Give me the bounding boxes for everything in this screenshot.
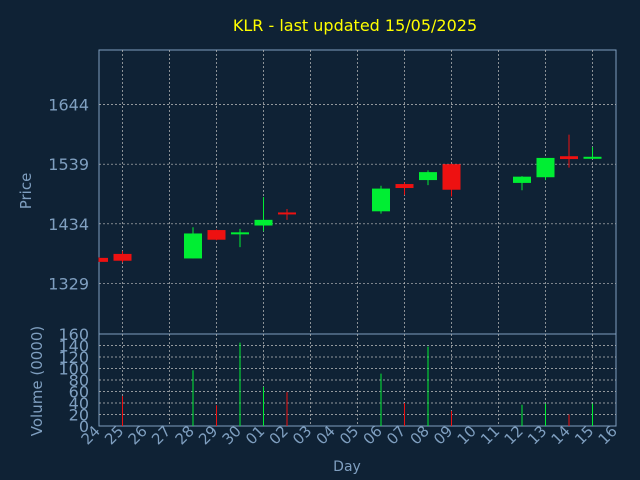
candle [419,170,437,186]
candle-body [113,253,132,261]
candle [231,228,249,248]
candle [207,229,226,241]
candle-body [536,157,555,178]
candle-body [395,184,414,189]
volume-tick-label: 160 [58,325,89,344]
price-axis: 1329 1434 1539 1644 [48,96,89,294]
volume-tick-label: 80 [69,371,89,390]
price-tick-label: 1329 [48,274,89,293]
candle-body [184,233,202,259]
price-tick-label: 1539 [48,155,89,174]
volume-tick-label: 40 [69,394,89,413]
volume-tick-label: 0 [79,417,89,436]
volume-grid [98,333,617,427]
price-axis-label: Price [17,173,35,210]
candle-body [372,188,390,212]
candle-body [231,232,249,235]
volume-tick-label: 140 [58,337,89,356]
candle-body [583,156,602,159]
chart-title: KLR - last updated 15/05/2025 [233,16,477,35]
volume-tick-label: 120 [58,348,89,367]
candle [536,157,555,181]
candle [395,182,414,195]
candle [278,209,296,220]
price-grid [98,49,617,335]
candle [583,147,602,160]
candle-body [254,219,273,226]
candle-body [99,257,108,262]
volume-bars [122,342,593,426]
candle [254,197,273,232]
candle [513,176,531,191]
candle [113,251,132,263]
volume-tick-label: 20 [69,406,89,425]
volume-tick-label: 60 [69,383,89,402]
candle [560,134,578,168]
candle-body [560,156,578,160]
volume-tick-label: 100 [58,360,89,379]
candle [98,257,108,262]
candle-body [513,176,531,183]
price-tick-label: 1434 [48,215,89,234]
candle-body [442,164,461,190]
day-axis-label: Day [333,459,361,475]
candle-body [419,172,437,181]
candle-body [278,212,296,215]
volume-axis-label: Volume (0000) [28,326,46,436]
candle [184,227,202,259]
candle-body [207,230,226,240]
price-tick-label: 1644 [48,96,89,115]
candle [442,163,461,197]
day-axis: 2425262728293001020304050607080910111213… [78,422,621,448]
candle [372,185,390,214]
price-candles [98,134,602,263]
